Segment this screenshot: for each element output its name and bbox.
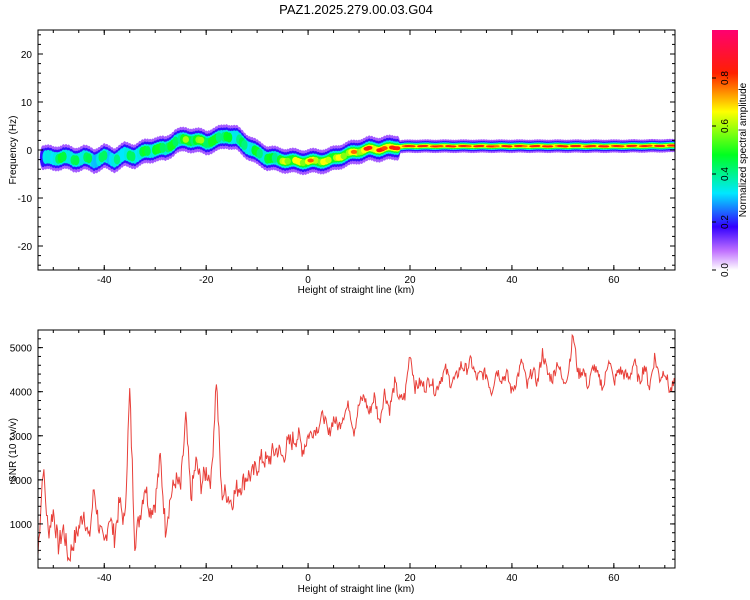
snr-frame xyxy=(37,329,676,569)
colorbar-tick-label: 0.0 xyxy=(720,263,731,277)
spectrogram-cell xyxy=(562,145,569,148)
spectrogram-cell xyxy=(546,145,554,148)
spectrogram-ytick-label: -10 xyxy=(18,194,33,205)
snr-ytick-label: 2000 xyxy=(10,476,33,487)
spectrogram-xtick-label: -40 xyxy=(97,275,112,286)
spectrogram-cell xyxy=(618,145,625,148)
spectrogram-cell xyxy=(659,144,666,148)
spectrogram-cell xyxy=(381,146,388,151)
spectrogram-cell xyxy=(422,144,429,147)
chart-title: PAZ1.2025.279.00.03.G04 xyxy=(279,2,433,17)
spectrogram-xtick-label: 20 xyxy=(404,275,416,286)
snr-xtick-label: 20 xyxy=(404,573,416,584)
spectrogram-cell xyxy=(671,144,675,147)
spectrogram-cell xyxy=(366,145,373,150)
spectrogram-cell xyxy=(85,153,93,164)
spectrogram-cell xyxy=(307,158,314,163)
spectrogram-cell xyxy=(60,151,67,162)
spectrogram-xtick-label: 40 xyxy=(506,275,518,286)
spectrogram-cell xyxy=(465,145,472,148)
snr-xlabel: Height of straight line (km) xyxy=(298,584,415,595)
spectrogram-cell xyxy=(284,157,291,165)
spectrogram-xtick-label: 60 xyxy=(608,275,620,286)
snr-ytick-label: 4000 xyxy=(10,388,33,399)
snr-series-line xyxy=(38,333,675,563)
spectrogram-cell xyxy=(493,145,500,148)
spectrogram-cell xyxy=(182,136,189,143)
spectrogram-cell xyxy=(271,152,279,163)
colorbar: 0.0 0.2 0.4 0.6 0.8 Normalized spectral ampl… xyxy=(712,30,749,277)
spectrogram-cell xyxy=(144,146,151,157)
spectrogram-ylabel: Frequency (Hz) xyxy=(8,116,19,185)
spectrogram-cell xyxy=(506,145,513,148)
snr-ytick-label: 5000 xyxy=(10,344,33,355)
spectrogram-ytick-label: 0 xyxy=(26,146,32,157)
spectrogram-cell xyxy=(574,144,582,148)
colorbar-tick-label: 0.2 xyxy=(720,215,731,229)
spectrogram-cell xyxy=(350,149,358,154)
spectrogram-cell xyxy=(394,146,401,151)
spectrogram-cell xyxy=(256,148,263,159)
spectrogram-ytick-label: 10 xyxy=(21,98,33,109)
spectrogram-panel: -40 -20 0 20 40 60 -20 -10 0 10 20 Height of strai… xyxy=(8,29,676,296)
spectrogram-cell xyxy=(73,155,80,166)
spectrogram-cell xyxy=(215,132,223,143)
spectrogram-cell xyxy=(241,140,248,151)
spectrogram-ytick-label: 20 xyxy=(21,50,33,61)
spectrogram-cell xyxy=(521,145,528,148)
spectrogram-cell xyxy=(159,142,167,153)
spectrogram-cell xyxy=(478,144,485,148)
spectrogram-cell xyxy=(225,132,233,143)
colorbar-tick-label: 0.8 xyxy=(720,71,731,85)
colorbar-tick-label: 0.6 xyxy=(720,119,731,133)
snr-ylabel: SNR (10 * v/v) xyxy=(8,418,19,482)
snr-ytick-label: 1000 xyxy=(10,520,33,531)
spectrogram-ytick-label: -20 xyxy=(18,242,33,253)
spectrogram-cell xyxy=(299,159,307,167)
spectrogram-cell xyxy=(450,145,457,148)
spectrogram-cell xyxy=(631,144,638,147)
colorbar-gradient xyxy=(712,30,738,270)
snr-xtick-label: 40 xyxy=(506,573,518,584)
spectrogram-cell xyxy=(437,145,444,148)
snr-xtick-label: -40 xyxy=(97,573,112,584)
spectrogram-cell xyxy=(129,151,136,162)
spectrogram-cell xyxy=(197,136,205,144)
spectrogram-cell xyxy=(590,144,597,148)
colorbar-label: Normalized spectral amplitude xyxy=(738,82,749,217)
spectrogram-xlabel: Height of straight line (km) xyxy=(298,285,415,296)
spectrogram-cell xyxy=(340,152,347,160)
snr-panel: -40 -20 0 20 40 60 1000 2000 3000 4000 5000 Height… xyxy=(8,329,676,595)
colorbar-tick-label: 0.4 xyxy=(720,167,731,181)
snr-xtick-label: -20 xyxy=(199,573,214,584)
spectrogram-cell xyxy=(113,154,121,165)
spectrogram-cell xyxy=(646,144,653,147)
spectrogram-cell xyxy=(101,150,108,161)
spectrogram-heatmap xyxy=(39,124,675,176)
snr-xtick-label: 60 xyxy=(608,573,620,584)
spectrogram-xtick-label: -20 xyxy=(199,275,214,286)
spectrogram-cell xyxy=(409,145,416,148)
spectrogram-cell xyxy=(325,156,332,164)
snr-ytick-label: 3000 xyxy=(10,432,33,443)
spectrogram-xtick-label: 0 xyxy=(305,275,311,286)
spectrogram-cell xyxy=(603,145,610,148)
snr-xtick-label: 0 xyxy=(305,573,311,584)
spectrogram-cell xyxy=(534,144,541,148)
spectrogram-cell xyxy=(312,157,319,164)
spectrogram-cell xyxy=(172,136,179,147)
